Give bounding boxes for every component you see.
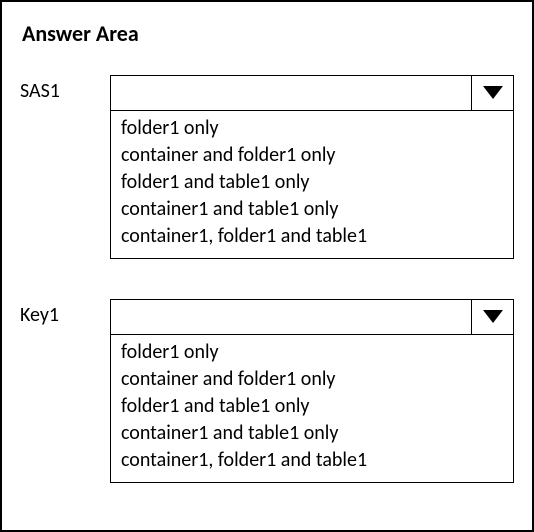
combobox-sas1-value [111, 76, 471, 110]
combobox-key1-value [111, 300, 471, 334]
option-key1-1[interactable]: container and folder1 only [121, 366, 503, 393]
option-sas1-4[interactable]: container1, folder1 and table1 [121, 223, 503, 250]
option-sas1-3[interactable]: container1 and table1 only [121, 196, 503, 223]
combobox-sas1-button[interactable] [471, 76, 513, 110]
option-key1-0[interactable]: folder1 only [121, 339, 503, 366]
option-key1-2[interactable]: folder1 and table1 only [121, 393, 503, 420]
option-key1-4[interactable]: container1, folder1 and table1 [121, 447, 503, 474]
combobox-sas1[interactable] [110, 75, 514, 111]
combobox-key1-button[interactable] [471, 300, 513, 334]
options-sas1: folder1 only container and folder1 only … [110, 111, 514, 259]
label-key1: Key1 [20, 299, 110, 327]
row-key1: Key1 folder1 only container and folder1 … [20, 299, 514, 483]
answer-area-panel: Answer Area SAS1 folder1 only container … [0, 0, 534, 532]
option-sas1-2[interactable]: folder1 and table1 only [121, 169, 503, 196]
row-sas1: SAS1 folder1 only container and folder1 … [20, 75, 514, 259]
combobox-key1[interactable] [110, 299, 514, 335]
panel-title: Answer Area [22, 20, 514, 47]
dropdown-key1: folder1 only container and folder1 only … [110, 299, 514, 483]
option-key1-3[interactable]: container1 and table1 only [121, 420, 503, 447]
chevron-down-icon [482, 309, 504, 325]
option-sas1-0[interactable]: folder1 only [121, 115, 503, 142]
options-key1: folder1 only container and folder1 only … [110, 335, 514, 483]
dropdown-sas1: folder1 only container and folder1 only … [110, 75, 514, 259]
chevron-down-icon [482, 85, 504, 101]
option-sas1-1[interactable]: container and folder1 only [121, 142, 503, 169]
label-sas1: SAS1 [20, 75, 110, 103]
